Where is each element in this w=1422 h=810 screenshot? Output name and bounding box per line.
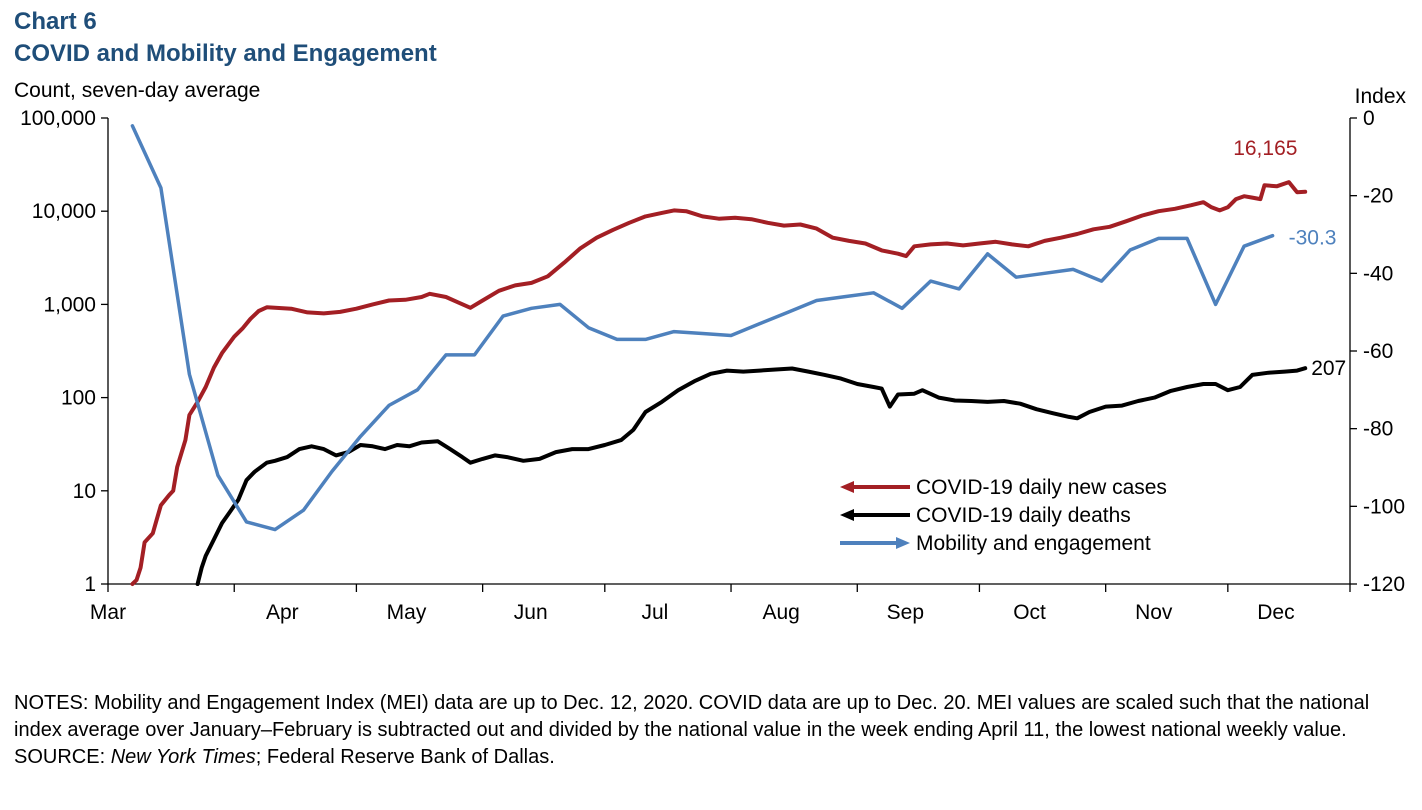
left-tick-label: 10,000 (32, 200, 96, 223)
x-tick-label: Sep (887, 601, 924, 624)
x-tick-label: Dec (1257, 601, 1294, 624)
end-label-3: -30.3 (1289, 227, 1337, 250)
x-tick-label: Jul (641, 601, 668, 624)
series-line-3 (130, 124, 1275, 532)
legend-label: COVID-19 daily deaths (916, 504, 1131, 527)
notes-text: NOTES: Mobility and Engagement Index (ME… (14, 692, 1370, 741)
legend: COVID-19 daily new cases COVID-19 daily d… (840, 476, 1167, 555)
series-line-2 (195, 366, 1308, 586)
legend-label: Mobility and engagement (916, 532, 1151, 555)
left-axis-label: Count, seven-day average (14, 79, 260, 102)
left-tick-label: 100 (61, 387, 96, 410)
axes: 1 10 100 1,000 10,000 100,000 0 -20 -40 -60 -80 -10… (20, 107, 1405, 624)
end-label-1: 16,165 (1233, 137, 1297, 160)
series-lines (130, 124, 1308, 586)
left-tick-label: 1 (84, 573, 96, 596)
x-tick-label: Oct (1013, 601, 1046, 624)
right-tick-label: -120 (1363, 573, 1405, 596)
arrow-left-icon (840, 481, 854, 493)
chart: Count, seven-day average Index 1 10 100 1,0… (14, 79, 1407, 624)
chart-title: COVID and Mobility and Engagement (14, 40, 437, 67)
x-tick-label: May (387, 601, 427, 624)
right-tick-label: -60 (1363, 340, 1393, 363)
left-tick-label: 100,000 (20, 107, 96, 130)
legend-label: COVID-19 daily new cases (916, 476, 1167, 499)
right-tick-label: -80 (1363, 418, 1393, 441)
source-italic: New York Times (110, 746, 256, 768)
left-tick-label: 1,000 (43, 293, 96, 316)
x-tick-label: Apr (266, 601, 299, 624)
right-tick-label: -40 (1363, 262, 1393, 285)
series-line-1 (130, 180, 1308, 586)
left-tick-label: 10 (73, 480, 96, 503)
source-line: SOURCE: New York Times; Federal Reserve … (14, 744, 1414, 771)
notes: NOTES: Mobility and Engagement Index (ME… (14, 690, 1414, 771)
right-axis-label: Index (1355, 85, 1407, 108)
chart-number: Chart 6 (14, 8, 97, 35)
right-tick-label: 0 (1363, 107, 1375, 130)
right-tick-label: -20 (1363, 185, 1393, 208)
x-tick-label: Nov (1135, 601, 1173, 624)
arrow-left-icon (840, 509, 854, 521)
end-label-2: 207 (1311, 357, 1346, 380)
arrow-right-icon (896, 537, 910, 549)
right-tick-label: -100 (1363, 495, 1405, 518)
end-labels: 16,165 207 -30.3 (1233, 137, 1346, 380)
x-tick-label: Jun (514, 601, 548, 624)
x-tick-label: Mar (90, 601, 126, 624)
source-rest: ; Federal Reserve Bank of Dallas. (255, 746, 555, 768)
source-label: SOURCE: (14, 746, 111, 768)
x-tick-label: Aug (762, 601, 799, 624)
